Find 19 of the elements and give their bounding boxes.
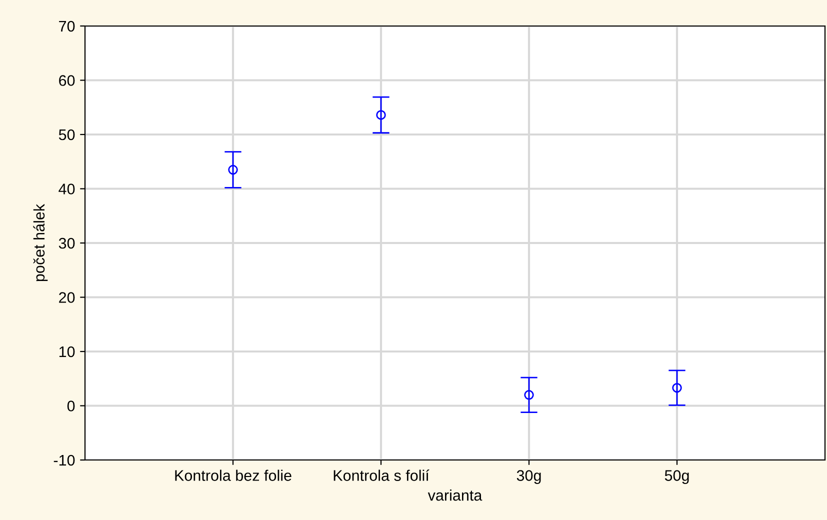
x-axis-title: varianta [428,490,482,501]
y-axis-title: počet hálek [33,204,48,282]
y-tick-label: 40 [58,184,75,194]
x-tick-label: 50g [664,470,689,484]
point [672,382,682,393]
x-tick-label: 30g [516,470,541,484]
y-tick-label: 60 [59,75,75,86]
y-tick-label: 70 [59,20,75,32]
y-tick-label: 30 [58,238,75,249]
y-tick-label: 20 [59,292,75,303]
y-tick-label: 50 [58,129,75,140]
x-tick-label: Kontrola s folií [334,470,430,481]
x-tick-label: Kontrola bez folie [175,470,292,481]
point [376,110,386,120]
y-tick-label: 0 [67,400,75,412]
y-tick-label: -10 [54,454,75,466]
y-tick-label: 10 [59,346,75,358]
point [228,164,238,175]
point [524,390,534,400]
